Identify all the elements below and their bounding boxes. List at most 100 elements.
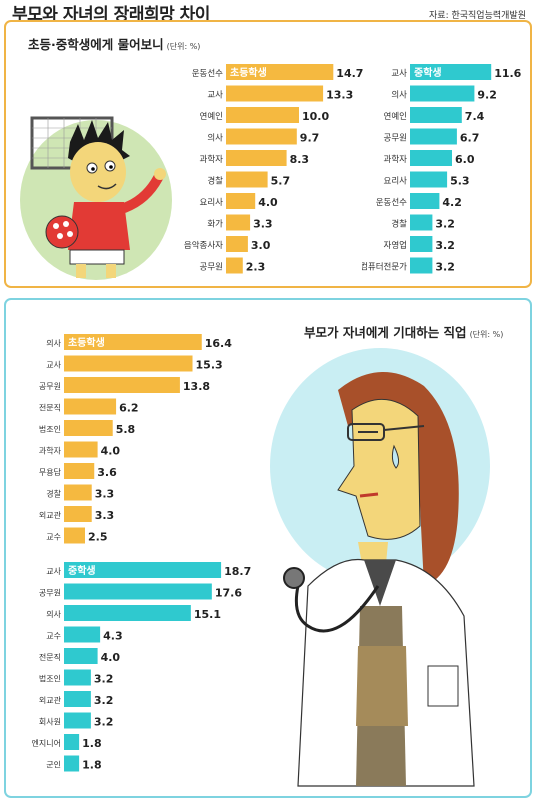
bar	[410, 128, 457, 145]
bar	[226, 150, 287, 166]
value-label: 3.3	[95, 509, 115, 522]
bar	[64, 420, 113, 436]
category-label: 의사	[46, 609, 61, 619]
bar	[410, 171, 448, 188]
doctor-illustration	[270, 348, 490, 787]
value-label: 5.7	[271, 175, 291, 188]
category-label: 무용답	[39, 467, 62, 477]
bar	[64, 605, 191, 621]
bar	[64, 562, 222, 578]
value-label: 13.8	[183, 380, 210, 393]
category-label: 과학자	[39, 446, 62, 456]
soccer-boy-illustration	[20, 116, 172, 280]
value-label: 6.2	[119, 402, 139, 415]
category-label: 요리사	[200, 198, 224, 208]
bar	[410, 64, 492, 80]
value-label: 5.3	[450, 175, 470, 188]
category-label: 과학자	[384, 154, 408, 165]
parents-panel-unit: (단위: %)	[469, 330, 504, 339]
category-label: 의사	[46, 338, 61, 348]
value-label: 4.3	[103, 630, 123, 643]
value-label: 4.0	[101, 651, 121, 664]
value-label: 1.8	[82, 759, 102, 772]
bar	[226, 107, 299, 123]
value-label: 3.6	[97, 466, 117, 479]
category-label: 외교관	[39, 510, 62, 520]
value-label: 3.2	[435, 239, 455, 252]
bar	[410, 193, 440, 209]
bar	[64, 463, 95, 479]
category-label: 과학자	[200, 154, 224, 165]
value-label: 11.6	[494, 67, 521, 80]
bar	[226, 128, 297, 145]
series-label: 초등학생	[230, 66, 267, 79]
series-label: 초등학생	[68, 336, 105, 349]
value-label: 3.2	[435, 261, 455, 274]
bar	[226, 236, 248, 252]
bar	[64, 355, 193, 372]
category-label: 전문직	[39, 403, 61, 413]
bar	[64, 527, 85, 544]
bar	[64, 398, 117, 415]
value-label: 8.3	[290, 153, 310, 166]
kids-panel-title: 초등·중학생에게 물어보니 (단위: %)	[28, 37, 201, 52]
category-label: 외교관	[39, 695, 62, 705]
value-label: 3.2	[94, 673, 114, 686]
category-label: 자영업	[384, 240, 407, 251]
bar	[64, 506, 92, 522]
bar	[226, 64, 334, 80]
value-label: 17.6	[215, 587, 242, 600]
category-label: 경찰	[207, 176, 223, 187]
bar	[64, 626, 101, 643]
bar	[64, 669, 91, 686]
value-label: 6.7	[460, 132, 480, 145]
category-label: 군인	[46, 760, 61, 770]
bar	[64, 441, 98, 458]
category-label: 경찰	[46, 489, 61, 499]
bar	[226, 193, 256, 209]
value-label: 3.2	[94, 716, 114, 729]
category-label: 공무원	[200, 263, 223, 273]
category-label: 엔지니어	[32, 738, 61, 748]
bar	[64, 712, 91, 729]
bar	[226, 85, 324, 102]
value-label: 18.7	[224, 565, 251, 578]
bar	[64, 691, 91, 707]
category-label: 요리사	[384, 177, 408, 187]
category-label: 운동선수	[376, 198, 407, 208]
value-label: 13.3	[326, 89, 353, 102]
value-label: 5.8	[116, 423, 136, 436]
parents-expectation-panel: 부모가 자녀에게 기대하는 직업 (단위: %) 의사 16.4 초등학생 교사 15.3…	[4, 298, 532, 798]
parents-panel-title: 부모가 자녀에게 기대하는 직업 (단위: %)	[304, 325, 504, 340]
bar	[64, 583, 212, 600]
category-label: 회사원	[39, 718, 61, 727]
value-label: 2.3	[246, 261, 266, 274]
bar	[226, 257, 243, 274]
value-label: 9.2	[477, 89, 497, 102]
category-label: 의사	[391, 90, 407, 101]
category-label: 공무원	[39, 382, 61, 391]
category-label: 법조인	[39, 424, 61, 434]
value-label: 10.0	[302, 110, 329, 123]
bar	[64, 734, 80, 750]
value-label: 15.1	[194, 608, 221, 621]
series-label: 중학생	[414, 66, 442, 79]
value-label: 15.3	[196, 359, 223, 372]
kids-survey-panel: 초등·중학생에게 물어보니 (단위: %) 운동선수 14.7 초등학생 교사 13.3 연…	[4, 20, 532, 288]
category-label: 교사	[207, 91, 223, 101]
bar	[64, 648, 98, 664]
value-label: 6.0	[455, 153, 475, 166]
bar	[64, 334, 202, 350]
category-label: 운동선수	[192, 69, 223, 79]
category-label: 연예인	[384, 111, 407, 122]
value-label: 3.2	[435, 218, 455, 231]
value-label: 3.3	[253, 218, 273, 231]
category-label: 공무원	[384, 134, 407, 144]
category-label: 공무원	[39, 589, 61, 598]
bar	[410, 107, 462, 123]
category-label: 전문직	[39, 652, 61, 662]
bar	[64, 377, 180, 393]
